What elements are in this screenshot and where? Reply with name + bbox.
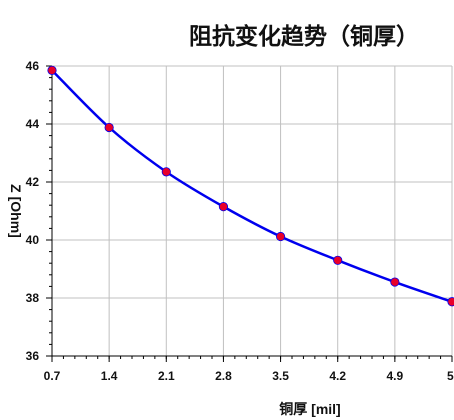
x-axis-label: 铜厚 [mil] — [279, 401, 340, 417]
y-tick-label: 36 — [26, 349, 40, 363]
grid — [52, 65, 453, 356]
y-tick-label: 38 — [26, 291, 40, 305]
x-tick-label: 2.8 — [215, 369, 232, 383]
y-tick-label: 40 — [26, 233, 40, 247]
y-tick-label: 46 — [26, 59, 40, 73]
data-point — [390, 277, 400, 287]
data-point — [47, 65, 57, 75]
x-tick-label: 2.1 — [158, 369, 175, 383]
x-tick-label: 1.4 — [101, 369, 118, 383]
chart-title: 阻抗变化趋势（铜厚） — [189, 23, 419, 50]
data-point — [447, 297, 454, 307]
y-tick-label: 42 — [26, 175, 40, 189]
y-axis-label: Z [Ohm] — [8, 184, 24, 238]
x-tick-label: 0.7 — [44, 369, 61, 383]
data-point — [161, 167, 171, 177]
x-tick-label: 4.9 — [387, 369, 404, 383]
data-point — [333, 255, 343, 265]
x-tick-label: 3.5 — [272, 369, 289, 383]
x-tick-label: 4.2 — [329, 369, 346, 383]
data-point — [275, 231, 286, 242]
data-point — [104, 122, 114, 133]
series-line — [51, 69, 453, 303]
tick-labels: 0.7 1.4 2.1 2.8 3.5 4.2 4.9 5. 36 38 40 42 44 46 — [26, 59, 454, 383]
y-tick-label: 44 — [26, 117, 40, 131]
series — [47, 65, 454, 307]
data-point — [218, 202, 229, 212]
x-tick-label: 5. — [447, 369, 454, 383]
axes — [46, 65, 453, 362]
